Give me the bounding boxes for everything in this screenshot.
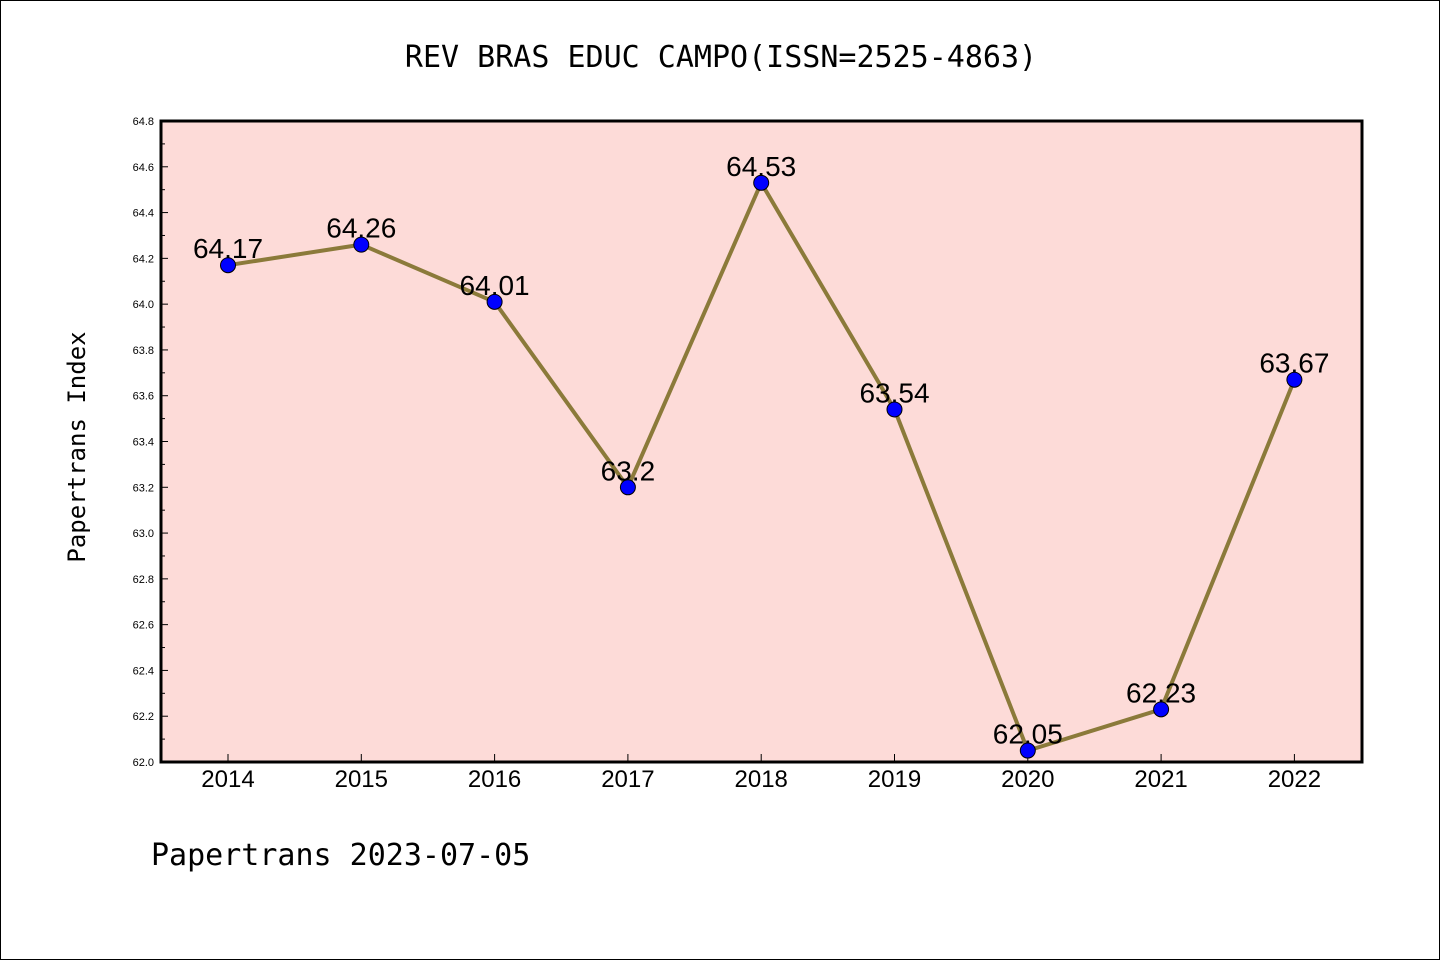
x-tick-label: 2015 bbox=[335, 766, 388, 793]
y-tick-label: 63.0 bbox=[133, 528, 154, 540]
y-tick-label: 63.6 bbox=[133, 391, 154, 403]
x-tick-label: 2018 bbox=[735, 766, 788, 793]
x-tick-label: 2016 bbox=[468, 766, 521, 793]
y-tick-label: 64.4 bbox=[133, 208, 154, 220]
y-tick-label: 64.6 bbox=[133, 162, 154, 174]
x-tick-label: 2019 bbox=[868, 766, 921, 793]
data-point-marker bbox=[886, 401, 903, 418]
y-tick-label: 62.6 bbox=[133, 620, 154, 632]
data-label-group: 64.17 64.26 64.01 63.2 64.53 63.54 62.05 62.23 6… bbox=[193, 151, 1329, 750]
y-tick-label: 64.8 bbox=[133, 116, 154, 128]
x-tick-label: 2014 bbox=[201, 766, 254, 793]
x-tick-label: 2020 bbox=[1001, 766, 1054, 793]
plot-border bbox=[159, 119, 1364, 764]
data-label: 64.01 bbox=[460, 270, 530, 301]
y-tick-label: 63.4 bbox=[133, 437, 154, 449]
data-label: 63.67 bbox=[1259, 348, 1329, 379]
data-point-marker bbox=[619, 479, 636, 496]
data-point-marker bbox=[220, 257, 236, 274]
y-tick-label: 64.0 bbox=[133, 299, 154, 311]
data-label: 62.23 bbox=[1126, 677, 1196, 708]
y-tick-label: 63.2 bbox=[133, 482, 154, 494]
y-axis-label: Papertrans Index bbox=[63, 331, 91, 562]
data-point-marker bbox=[486, 293, 503, 310]
x-axis: 2014 2015 2016 2017 2018 2019 2020 2021 2022 bbox=[201, 754, 1321, 793]
x-tick-label: 2021 bbox=[1134, 766, 1187, 793]
data-label: 62.05 bbox=[993, 719, 1063, 750]
data-point-marker bbox=[753, 174, 770, 191]
x-tick-label: 2022 bbox=[1268, 766, 1321, 793]
data-point-marker bbox=[1153, 701, 1170, 718]
marker-group bbox=[220, 174, 1303, 759]
data-point-marker bbox=[1286, 371, 1303, 388]
data-label: 63.54 bbox=[859, 377, 929, 408]
y-tick-label: 64.2 bbox=[133, 253, 154, 265]
data-point-marker bbox=[353, 236, 370, 253]
plot-area bbox=[161, 121, 1362, 762]
data-label: 64.17 bbox=[193, 233, 263, 264]
footer-credit: Papertrans 2023-07-05 bbox=[151, 838, 530, 873]
y-tick-label: 63.8 bbox=[133, 345, 154, 357]
chart-title: REV BRAS EDUC CAMPO(ISSN=2525-4863) bbox=[405, 40, 1037, 75]
x-tick-label: 2017 bbox=[601, 766, 654, 793]
y-tick-label: 62.4 bbox=[133, 665, 154, 677]
data-label: 64.26 bbox=[326, 213, 396, 244]
data-point-marker bbox=[1019, 742, 1036, 759]
data-label: 64.53 bbox=[726, 151, 796, 182]
y-axis: 62.0 62.2 62.4 62.6 62.8 63.0 63.2 63.4 63.6 63.8… bbox=[133, 116, 168, 769]
y-tick-label: 62.2 bbox=[133, 711, 154, 723]
y-tick-label: 62.0 bbox=[133, 757, 154, 769]
data-label: 63.2 bbox=[601, 455, 656, 486]
y-tick-label: 62.8 bbox=[133, 574, 154, 586]
